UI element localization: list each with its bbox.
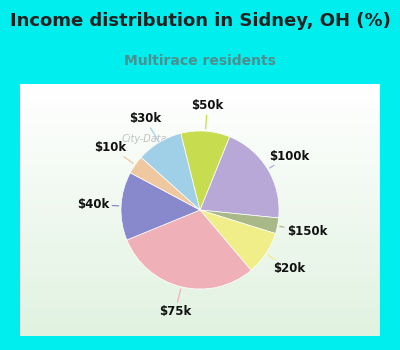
Text: City-Data.com: City-Data.com bbox=[122, 134, 192, 145]
Wedge shape bbox=[200, 210, 276, 270]
Text: Income distribution in Sidney, OH (%): Income distribution in Sidney, OH (%) bbox=[10, 12, 390, 30]
Text: $50k: $50k bbox=[191, 99, 224, 129]
Wedge shape bbox=[181, 131, 230, 210]
Text: $20k: $20k bbox=[268, 255, 305, 275]
Wedge shape bbox=[200, 210, 279, 233]
Text: $10k: $10k bbox=[94, 141, 133, 163]
Text: $30k: $30k bbox=[129, 112, 161, 140]
Wedge shape bbox=[200, 137, 279, 218]
Text: Multirace residents: Multirace residents bbox=[124, 54, 276, 68]
Wedge shape bbox=[130, 157, 200, 210]
Text: $100k: $100k bbox=[269, 149, 310, 168]
Wedge shape bbox=[121, 173, 200, 240]
Wedge shape bbox=[127, 210, 251, 289]
Text: $40k: $40k bbox=[77, 198, 119, 211]
Text: $150k: $150k bbox=[280, 225, 327, 238]
Wedge shape bbox=[141, 133, 200, 210]
Text: $75k: $75k bbox=[159, 289, 191, 318]
